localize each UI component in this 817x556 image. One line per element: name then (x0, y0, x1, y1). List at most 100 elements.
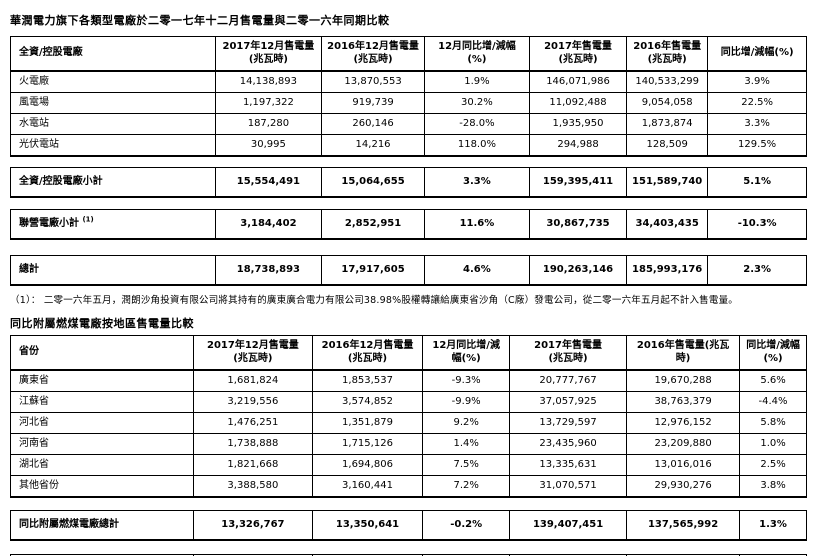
subtotal-owned-table: 全資/控股電廠小計 15,554,491 15,064,655 3.3% 159… (10, 167, 807, 198)
data-cell: -9.3% (422, 369, 511, 392)
data-cell: 13,350,641 (311, 510, 424, 541)
data-cell: 3.8% (739, 475, 807, 498)
data-cell: 15,554,491 (214, 167, 323, 198)
row-label: 同比附屬及聯營燃煤電廠總計 (9, 554, 195, 556)
data-cell: 1,738,888 (193, 433, 313, 455)
data-cell: 1,351,879 (311, 412, 424, 434)
col-header-plant: 全資/控股電廠 (10, 36, 216, 72)
footnote-marker: (1) (82, 215, 94, 224)
data-cell: 14,138,893 (214, 70, 323, 93)
data-cell: 13,335,631 (509, 454, 628, 476)
data-cell: 1,197,322 (214, 92, 323, 114)
data-cell: 3.3% (707, 113, 807, 135)
table-row: 廣東省 1,681,824 1,853,537 -9.3% 20,777,767 19,6… (9, 369, 807, 392)
data-cell: 5.8% (739, 412, 807, 434)
row-label: 火電廠 (10, 70, 216, 93)
data-cell: 14,216 (321, 134, 425, 157)
row-label: 總計 (10, 255, 216, 286)
data-cell: 3.9% (707, 70, 807, 93)
data-cell: 159,395,411 (528, 167, 628, 198)
row-label: 廣東省 (9, 369, 195, 392)
data-cell: 118.0% (423, 134, 530, 157)
data-cell: 260,146 (321, 113, 425, 135)
data-cell: 11.6% (423, 209, 530, 240)
col-header-yoy: 同比增/減幅(%) (707, 36, 807, 72)
data-cell: 1,821,668 (193, 454, 313, 476)
data-cell: 13,326,767 (193, 510, 313, 541)
data-cell: 30,995 (214, 134, 323, 157)
row-label: 其他省份 (9, 475, 195, 498)
subtotal-associates-table: 聯營電廠小計 (1) 3,184,402 2,852,951 11.6% 30,… (10, 209, 807, 240)
table-row: 河北省 1,476,251 1,351,879 9.2% 13,729,597 12,97… (9, 412, 807, 434)
data-cell: 13,016,016 (626, 454, 741, 476)
data-cell: 1.0% (739, 433, 807, 455)
data-cell: 31,070,571 (509, 475, 628, 498)
data-cell: 140,533,299 (626, 70, 709, 93)
data-cell: 1,694,806 (311, 454, 424, 476)
data-cell: 2.5% (739, 454, 807, 476)
col-header-2016-dec: 2016年12月售電量 (兆瓦時) (311, 335, 424, 371)
data-cell: 9.2% (422, 412, 511, 434)
coal-combined-total-table: 同比附屬及聯營燃煤電廠總計 16,511,169 16,203,592 1.9%… (9, 554, 807, 556)
data-cell: 13,870,553 (321, 70, 425, 93)
data-cell: 13,729,597 (509, 412, 628, 434)
row-label: 風電場 (10, 92, 216, 114)
coal-subsidiary-total-table: 同比附屬燃煤電廠總計 13,326,767 13,350,641 -0.2% 1… (9, 510, 807, 541)
data-cell: 137,565,992 (626, 510, 741, 541)
grand-total-table: 總計 18,738,893 17,917,605 4.6% 190,263,14… (10, 255, 807, 286)
data-cell: 151,589,740 (626, 167, 709, 198)
col-header-province: 省份 (9, 335, 195, 371)
row-label: 河北省 (9, 412, 195, 434)
col-header-2017-year: 2017年售電量 (兆瓦時) (509, 335, 628, 371)
data-cell: 294,988 (528, 134, 628, 157)
data-cell: 1,935,950 (528, 113, 628, 135)
col-header-2017-year: 2017年售電量 (兆瓦時) (528, 36, 628, 72)
table1-header-row: 全資/控股電廠 2017年12月售電量 (兆瓦時) 2016年12月售電量 (兆瓦時… (10, 36, 807, 72)
data-cell: 18,738,893 (214, 255, 323, 286)
table1-title: 華潤電力旗下各類型電廠於二零一七年十二月售電量與二零一六年同期比較 (10, 14, 390, 27)
table-row: 風電場 1,197,322 919,739 30.2% 11,092,488 9,054,… (10, 92, 807, 114)
data-cell: 12,976,152 (626, 412, 741, 434)
data-cell: 3,388,580 (193, 475, 313, 498)
data-cell: 2.3% (707, 255, 807, 286)
data-cell: 1.9% (423, 70, 530, 93)
col-header-dec-yoy: 12月同比增/減幅(%) (422, 335, 511, 371)
table-row: 水電站 187,280 260,146 -28.0% 1,935,950 1,873,87… (10, 113, 807, 135)
col-header-2017-dec: 2017年12月售電量 (兆瓦時) (193, 335, 313, 371)
row-label: 同比附屬燃煤電廠總計 (9, 510, 195, 541)
row-label: 湖北省 (9, 454, 195, 476)
data-cell: 3,160,441 (311, 475, 424, 498)
data-cell: 30.2% (423, 92, 530, 114)
data-cell: 1,853,537 (311, 369, 424, 392)
data-cell: 11,092,488 (528, 92, 628, 114)
data-cell: 7.5% (422, 454, 511, 476)
data-cell: 128,509 (626, 134, 709, 157)
subtotal-associates-row: 聯營電廠小計 (1) 3,184,402 2,852,951 11.6% 30,… (10, 209, 807, 240)
data-cell: -28.0% (423, 113, 530, 135)
col-header-2016-year: 2016年售電量(兆瓦時) (626, 335, 741, 371)
data-cell: 185,993,176 (626, 255, 709, 286)
table-row: 湖北省 1,821,668 1,694,806 7.5% 13,335,631 13,01… (9, 454, 807, 476)
data-cell: 168,574,577 (626, 554, 741, 556)
table2-body: 廣東省 1,681,824 1,853,537 -9.3% 20,777,767 19,6… (9, 369, 807, 498)
data-cell: 37,057,925 (509, 391, 628, 413)
data-cell: 3,184,402 (214, 209, 323, 240)
row-label: 水電站 (10, 113, 216, 135)
data-cell: 1,681,824 (193, 369, 313, 392)
row-label: 聯營電廠小計 (1) (10, 209, 216, 240)
row-label: 全資/控股電廠小計 (10, 167, 216, 198)
data-cell: 1.3% (739, 510, 807, 541)
row-label: 光伏電站 (10, 134, 216, 157)
data-cell: 3.3% (423, 167, 530, 198)
data-cell: 34,403,435 (626, 209, 709, 240)
data-cell: 3,574,852 (311, 391, 424, 413)
data-cell: 3,219,556 (193, 391, 313, 413)
table2-title: 同比附屬燃煤電廠按地區售電量比較 (10, 317, 194, 330)
table-row: 江蘇省 3,219,556 3,574,852 -9.9% 37,057,925 38,7… (9, 391, 807, 413)
data-cell: 919,739 (321, 92, 425, 114)
coal-subsidiary-total-row: 同比附屬燃煤電廠總計 13,326,767 13,350,641 -0.2% 1… (9, 510, 807, 541)
col-header-2017-dec: 2017年12月售電量 (兆瓦時) (214, 36, 323, 72)
table-row: 河南省 1,738,888 1,715,126 1.4% 23,435,960 23,20… (9, 433, 807, 455)
data-cell: 4.6% (423, 255, 530, 286)
